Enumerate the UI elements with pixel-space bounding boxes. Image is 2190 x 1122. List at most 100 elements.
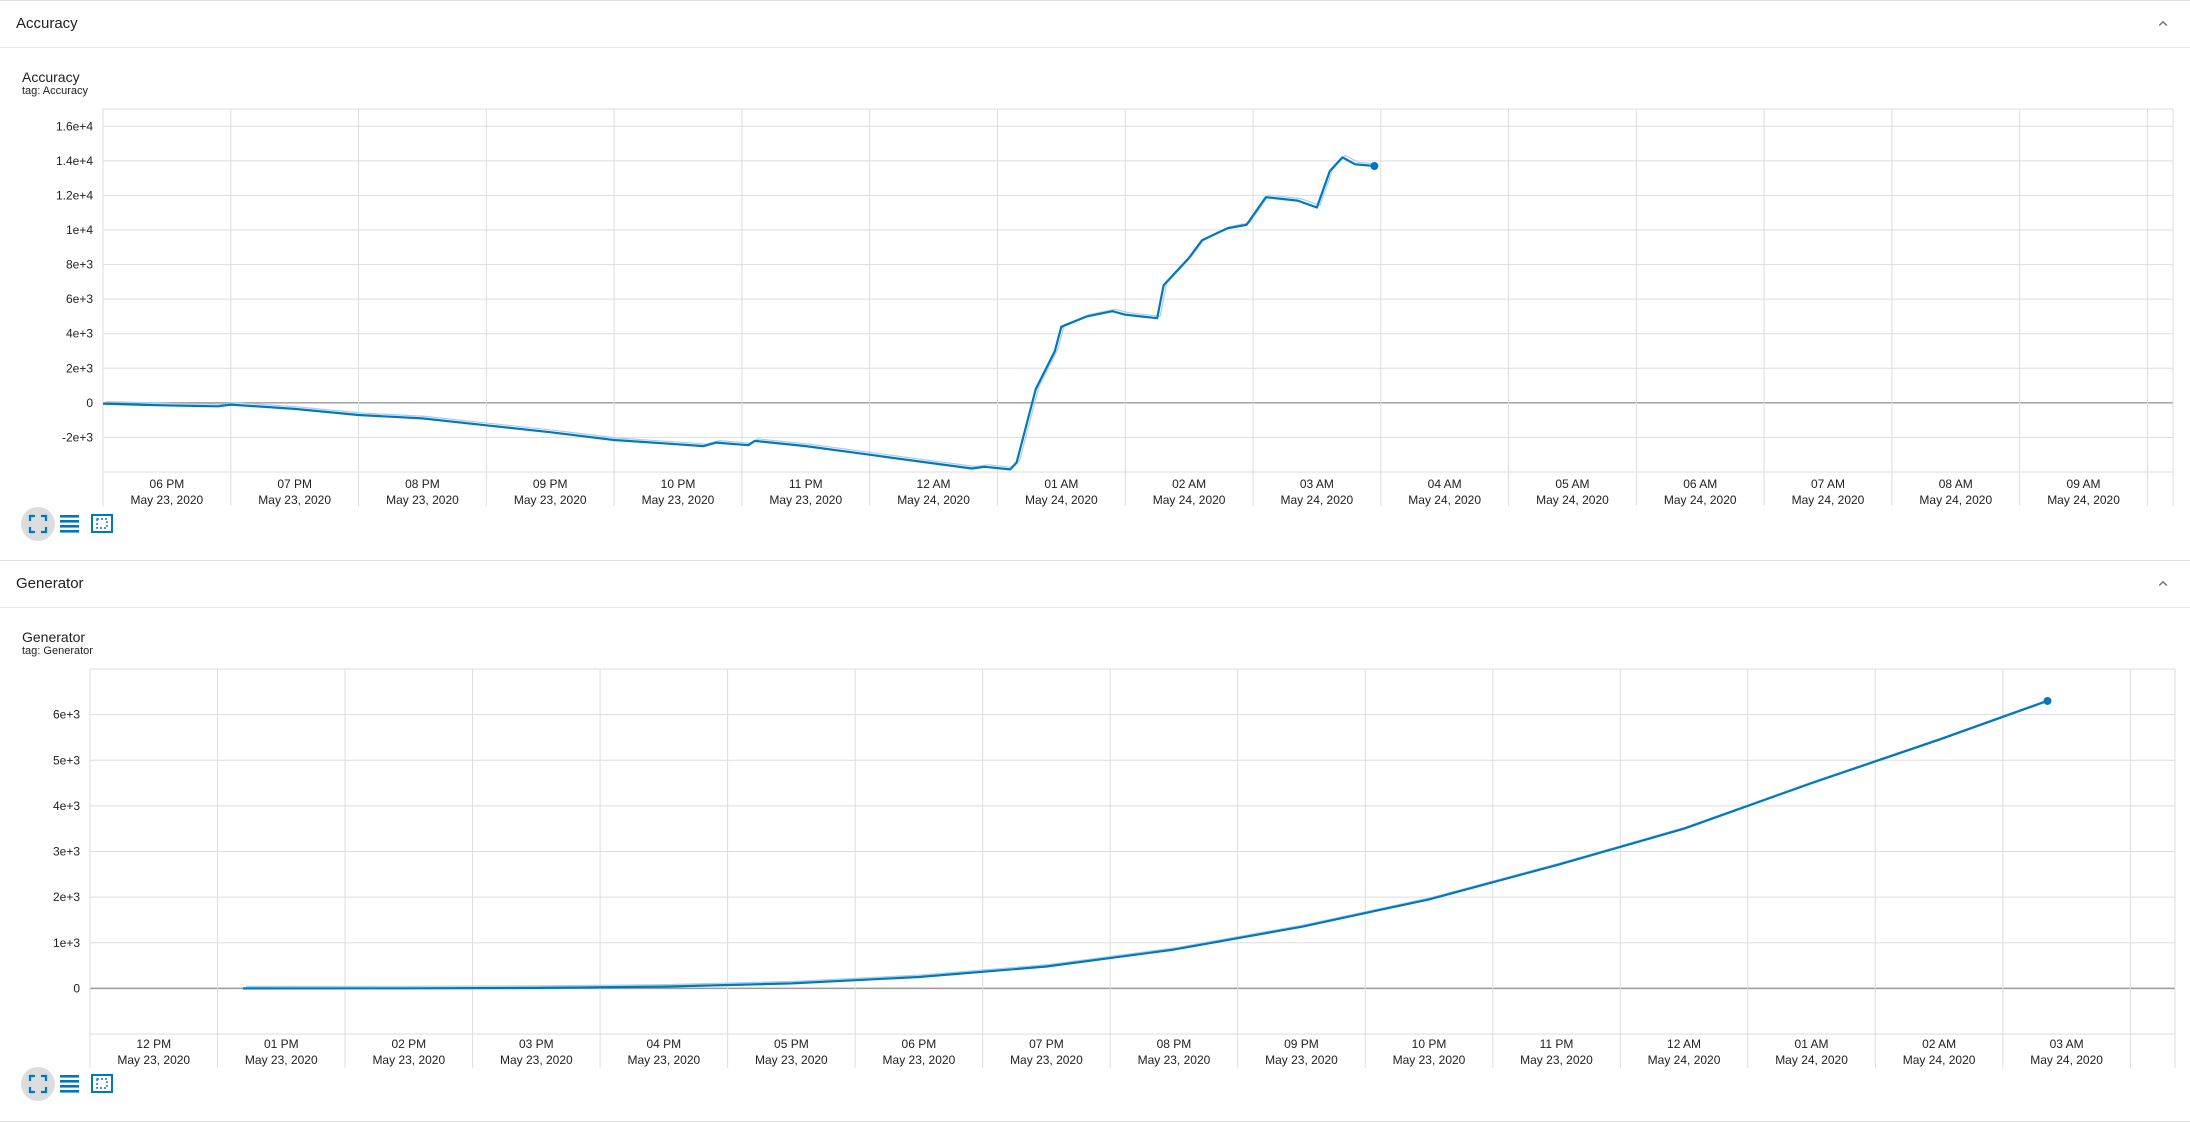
y-tick-label: 1.6e+4 [56, 119, 93, 133]
series-last-point [1370, 162, 1379, 171]
y-tick-label: 5e+3 [53, 753, 80, 767]
y-tick-label: 2e+3 [53, 890, 80, 904]
x-tick-date-label: May 23, 2020 [117, 1053, 190, 1067]
x-tick-date-label: May 24, 2020 [1536, 493, 1609, 507]
log-scale-button[interactable] [60, 1075, 79, 1093]
y-tick-label: 1.4e+4 [56, 154, 93, 168]
chart-title: Generator [22, 629, 86, 645]
y-tick-label: 2e+3 [66, 361, 93, 375]
x-tick-date-label: May 23, 2020 [1138, 1053, 1211, 1067]
x-tick-hour-label: 05 PM [774, 1037, 809, 1051]
x-tick-date-label: May 24, 2020 [1775, 1053, 1848, 1067]
y-tick-label: 6e+3 [53, 708, 80, 722]
y-tick-label: 0 [73, 981, 80, 995]
y-tick-label: 1e+4 [66, 223, 93, 237]
fit-domain-icon [91, 514, 113, 533]
y-tick-label: 1.2e+4 [56, 188, 93, 202]
grid [89, 668, 2176, 1068]
series-line [102, 156, 1375, 471]
x-tick-date-label: May 23, 2020 [1265, 1053, 1338, 1067]
x-tick-date-label: May 24, 2020 [897, 493, 970, 507]
chart-tag: tag: Accuracy [22, 85, 89, 97]
x-tick-hour-label: 07 AM [1811, 477, 1845, 491]
x-tick-date-label: May 23, 2020 [883, 1053, 956, 1067]
x-tick-hour-label: 05 AM [1555, 477, 1589, 491]
accuracy-panel: Accuracy Accuracy tag: Accuracy -2e+3 0 2e… [0, 0, 2190, 561]
x-tick-date-label: May 24, 2020 [1281, 493, 1354, 507]
x-tick-date-label: May 23, 2020 [245, 1053, 318, 1067]
x-tick-date-label: May 23, 2020 [769, 493, 842, 507]
x-tick-date-label: May 24, 2020 [1919, 493, 1992, 507]
series-last-point [2043, 696, 2052, 705]
fullscreen-button[interactable] [21, 507, 55, 541]
accuracy-panel-header[interactable]: Accuracy [0, 1, 2190, 48]
x-tick-hour-label: 12 AM [917, 477, 951, 491]
x-tick-hour-label: 01 PM [264, 1037, 299, 1051]
y-tick-label: 6e+3 [66, 292, 93, 306]
x-tick-hour-label: 04 PM [647, 1037, 682, 1051]
x-tick-hour-label: 06 PM [902, 1037, 937, 1051]
x-tick-hour-label: 12 AM [1667, 1037, 1701, 1051]
raw-series-line [245, 698, 2051, 987]
x-tick-date-label: May 23, 2020 [642, 493, 715, 507]
y-tick-label: 8e+3 [66, 258, 93, 272]
x-tick-hour-label: 01 AM [1044, 477, 1078, 491]
x-tick-date-label: May 23, 2020 [514, 493, 587, 507]
x-tick-hour-label: 02 AM [1922, 1037, 1956, 1051]
fullscreen-button[interactable] [21, 1067, 55, 1101]
x-tick-hour-label: 09 PM [1284, 1037, 1319, 1051]
expand-icon [28, 514, 48, 534]
y-tick-label: 4e+3 [53, 799, 80, 813]
x-tick-date-label: May 24, 2020 [1648, 1053, 1721, 1067]
x-tick-hour-label: 09 PM [533, 477, 568, 491]
x-tick-date-label: May 24, 2020 [1903, 1053, 1976, 1067]
x-tick-date-label: May 24, 2020 [1408, 493, 1481, 507]
log-scale-button[interactable] [60, 515, 79, 533]
x-tick-hour-label: 10 PM [1412, 1037, 1447, 1051]
x-tick-hour-label: 10 PM [661, 477, 696, 491]
list-lines-icon [60, 515, 79, 533]
fit-domain-button[interactable] [91, 514, 113, 533]
x-tick-hour-label: 03 AM [2050, 1037, 2084, 1051]
fit-domain-button[interactable] [91, 1074, 113, 1093]
panel-title: Accuracy [16, 15, 78, 32]
fit-domain-icon [91, 1074, 113, 1093]
x-tick-hour-label: 08 AM [1939, 477, 1973, 491]
grid [102, 108, 2174, 506]
y-tick-label: 4e+3 [66, 327, 93, 341]
x-tick-date-label: May 23, 2020 [258, 493, 331, 507]
chevron-up-icon[interactable] [2154, 15, 2172, 33]
x-tick-date-label: May 24, 2020 [1792, 493, 1865, 507]
x-tick-hour-label: 09 AM [2067, 477, 2101, 491]
y-tick-label: 3e+3 [53, 845, 80, 859]
x-tick-hour-label: 01 AM [1795, 1037, 1829, 1051]
x-tick-hour-label: 02 AM [1172, 477, 1206, 491]
y-tick-label: 1e+3 [53, 936, 80, 950]
x-tick-hour-label: 04 AM [1428, 477, 1462, 491]
expand-icon [28, 1074, 48, 1094]
chevron-up-icon[interactable] [2154, 575, 2172, 593]
y-tick-label: -2e+3 [62, 430, 93, 444]
x-tick-date-label: May 23, 2020 [755, 1053, 828, 1067]
x-tick-hour-label: 07 PM [1029, 1037, 1064, 1051]
x-tick-date-label: May 24, 2020 [2030, 1053, 2103, 1067]
panel-title: Generator [16, 575, 84, 592]
generator-panel-header[interactable]: Generator [0, 561, 2190, 608]
x-tick-date-label: May 23, 2020 [131, 493, 204, 507]
x-tick-hour-label: 07 PM [277, 477, 312, 491]
list-lines-icon [60, 1075, 79, 1093]
chart-title: Accuracy [22, 69, 80, 85]
chart-tag: tag: Generator [22, 645, 93, 657]
x-tick-hour-label: 08 PM [1157, 1037, 1192, 1051]
series-line [242, 699, 2048, 990]
x-tick-hour-label: 11 PM [1540, 1037, 1574, 1051]
x-tick-date-label: May 23, 2020 [1010, 1053, 1083, 1067]
generator-chart: 0 1e+3 2e+3 3e+3 4e+3 5e+3 6e+3 12 PM May 23, 20… [21, 668, 2176, 1101]
x-tick-hour-label: 12 PM [136, 1037, 171, 1051]
x-tick-date-label: May 24, 2020 [1025, 493, 1098, 507]
y-tick-label: 0 [86, 396, 93, 410]
x-tick-date-label: May 23, 2020 [1393, 1053, 1466, 1067]
x-tick-hour-label: 06 PM [150, 477, 185, 491]
x-tick-hour-label: 08 PM [405, 477, 440, 491]
x-tick-hour-label: 11 PM [789, 477, 823, 491]
